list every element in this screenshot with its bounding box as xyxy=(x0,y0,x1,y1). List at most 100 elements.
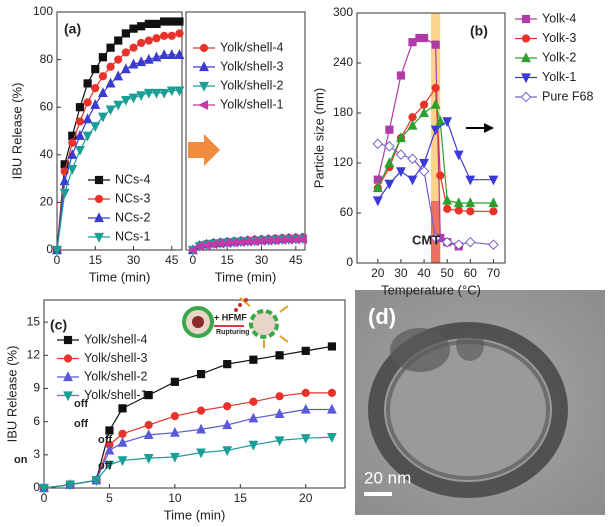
marker xyxy=(75,103,85,112)
legend-label: Yolk/shell-1 xyxy=(220,97,284,111)
marker xyxy=(431,83,440,93)
marker xyxy=(408,38,417,47)
marker xyxy=(431,40,440,49)
marker xyxy=(169,452,180,463)
legend-label: Yolk/shell-3 xyxy=(84,351,148,365)
marker xyxy=(489,207,498,216)
marker xyxy=(430,232,441,244)
marker xyxy=(372,196,383,207)
x-tick-label: 20 xyxy=(371,266,385,280)
marker xyxy=(106,43,115,52)
y-tick-label: 100 xyxy=(33,4,53,18)
y-tick-label: 12 xyxy=(27,347,41,361)
y-tick-label: 0 xyxy=(46,242,53,256)
legend-marker xyxy=(521,52,531,63)
marker xyxy=(144,36,153,45)
drug xyxy=(234,308,238,312)
x-tick-label: 30 xyxy=(127,253,141,267)
x-axis-label: Time (min) xyxy=(215,269,277,284)
marker xyxy=(75,117,85,126)
marker xyxy=(98,53,108,62)
x-tick-label: 60 xyxy=(464,266,478,280)
panel-label: (c) xyxy=(50,317,67,333)
marker xyxy=(465,175,476,186)
marker xyxy=(384,179,395,190)
marker xyxy=(65,480,76,491)
x-tick-label: 40 xyxy=(417,266,431,280)
inset-label: Rupturing xyxy=(216,329,249,336)
marker xyxy=(143,454,154,464)
marker xyxy=(196,423,206,434)
marker xyxy=(436,171,445,180)
series-line xyxy=(56,89,180,251)
marker xyxy=(68,138,77,147)
marker xyxy=(82,113,93,124)
marker xyxy=(121,29,130,38)
marker xyxy=(169,426,180,437)
annotation: off xyxy=(98,434,112,446)
marker xyxy=(327,433,337,443)
marker xyxy=(91,476,102,486)
marker xyxy=(82,131,93,142)
inset-icon: + HFMF Rupturing xyxy=(182,297,289,348)
marker xyxy=(106,62,115,71)
marker xyxy=(118,404,127,413)
capsule xyxy=(249,309,279,339)
x-tick-label: 30 xyxy=(394,266,408,280)
marker xyxy=(170,377,179,386)
x-tick-label: 0 xyxy=(190,253,197,267)
marker xyxy=(67,164,78,175)
marker xyxy=(384,141,395,152)
core xyxy=(192,316,204,328)
legend-label: Yolk/shell-4 xyxy=(84,332,148,346)
marker xyxy=(167,17,176,26)
marker xyxy=(114,36,123,45)
marker xyxy=(105,426,114,435)
marker xyxy=(67,149,78,159)
marker xyxy=(419,158,429,169)
marker xyxy=(113,100,124,111)
yolk xyxy=(390,328,450,372)
marker xyxy=(327,388,337,397)
marker xyxy=(104,460,115,471)
marker xyxy=(159,49,170,59)
drug xyxy=(238,303,242,307)
annotation: on xyxy=(14,454,28,466)
annotation: CMT xyxy=(412,232,440,247)
y-tick-label: 40 xyxy=(40,147,54,161)
x-axis-label: Time (min) xyxy=(89,269,151,284)
marker xyxy=(222,446,233,457)
legend-label: NCs-1 xyxy=(115,229,150,243)
marker xyxy=(488,197,499,208)
marker xyxy=(59,188,70,199)
marker xyxy=(166,49,177,59)
marker xyxy=(91,65,100,74)
highlight-band xyxy=(431,13,441,263)
marker xyxy=(407,153,418,165)
marker xyxy=(136,91,147,102)
marker xyxy=(385,125,394,134)
legend-label: Yolk-4 xyxy=(542,11,576,25)
marker xyxy=(488,239,499,250)
x-tick-label: 70 xyxy=(487,266,501,280)
annotation: off xyxy=(74,418,88,430)
marker xyxy=(408,113,417,122)
marker xyxy=(174,86,185,97)
arrow xyxy=(188,134,220,166)
annotation: off xyxy=(74,398,88,410)
plot-frame xyxy=(43,299,346,489)
legend-label: Yolk/shell-1 xyxy=(84,388,148,402)
marker xyxy=(143,53,154,64)
marker xyxy=(372,182,383,193)
marker xyxy=(196,406,206,415)
marker xyxy=(222,419,233,430)
marker xyxy=(160,17,169,26)
legend-marker xyxy=(521,14,531,24)
marker xyxy=(104,444,115,455)
x-tick-label: 15 xyxy=(89,253,103,267)
marker xyxy=(419,107,429,118)
marker xyxy=(143,429,154,440)
marker xyxy=(120,63,131,74)
marker xyxy=(442,194,453,205)
